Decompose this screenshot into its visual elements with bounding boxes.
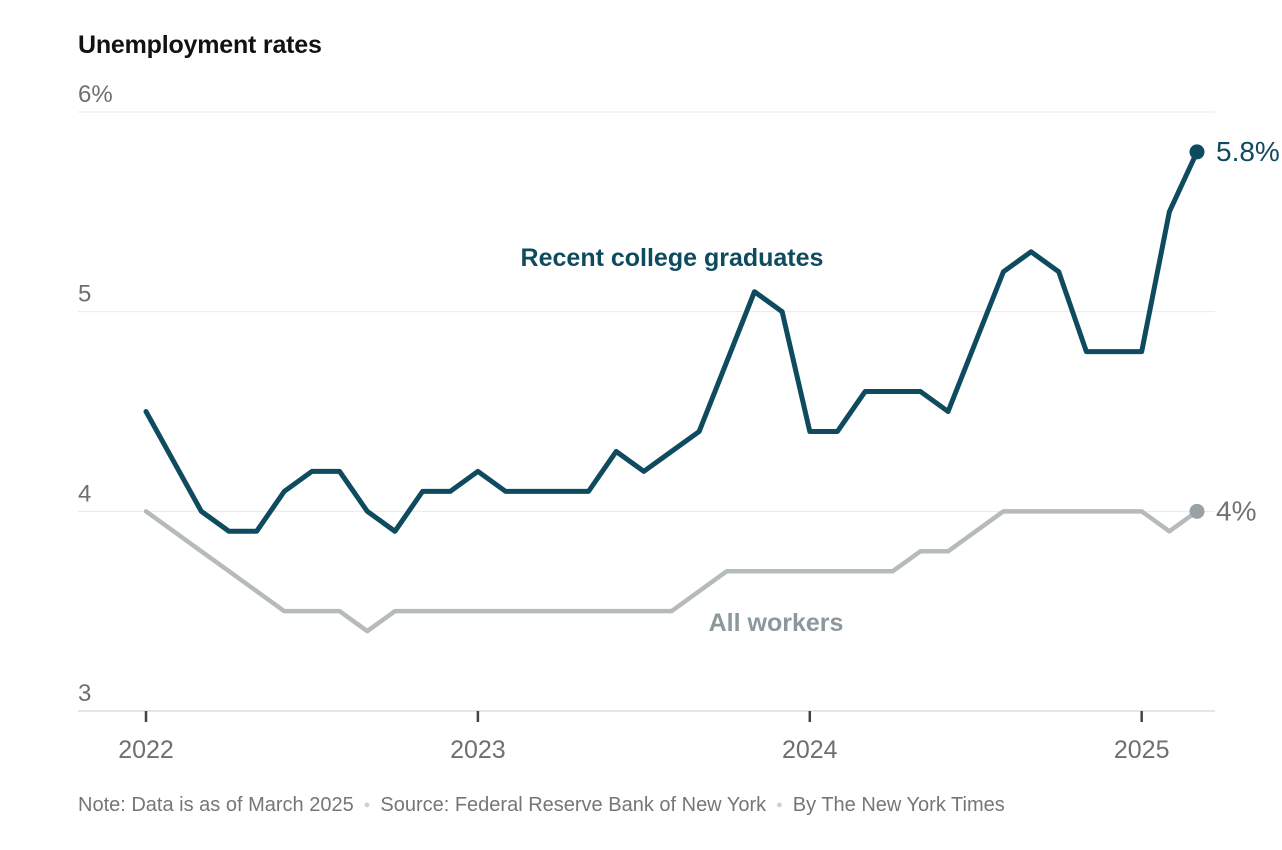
y-axis-label: 5 — [78, 281, 91, 308]
series-label-all-workers: All workers — [709, 609, 844, 637]
end-value-label-recent-college-graduates: 5.8% — [1216, 136, 1280, 167]
footer-byline: By The New York Times — [792, 794, 1005, 816]
end-dot-recent-college-graduates — [1189, 144, 1205, 160]
bullet-separator-icon: ● — [363, 799, 371, 811]
y-axis-label: 6% — [78, 81, 113, 108]
series-label-recent-college-graduates: Recent college graduates — [521, 244, 824, 272]
line-recent-college-graduates — [143, 149, 1200, 534]
y-axis-label: 4 — [78, 480, 91, 507]
line-all-workers — [143, 509, 1200, 634]
x-axis-label: 2023 — [450, 736, 506, 764]
x-axis-label: 2024 — [782, 736, 838, 764]
chart-footer: Note: Data is as of March 2025 ● Source: F… — [78, 794, 1005, 817]
x-axis-label: 2025 — [1114, 736, 1170, 764]
footer-source: Source: Federal Reserve Bank of New York — [380, 794, 767, 816]
footer-note: Note: Data is as of March 2025 — [78, 794, 354, 816]
y-axis-label: 3 — [78, 680, 91, 707]
end-dot-all-workers — [1189, 503, 1205, 519]
end-value-label-all-workers: 4% — [1216, 495, 1256, 526]
bullet-separator-icon: ● — [776, 799, 783, 811]
chart-title: Unemployment rates — [78, 31, 322, 59]
x-axis-label: 2022 — [118, 736, 174, 764]
